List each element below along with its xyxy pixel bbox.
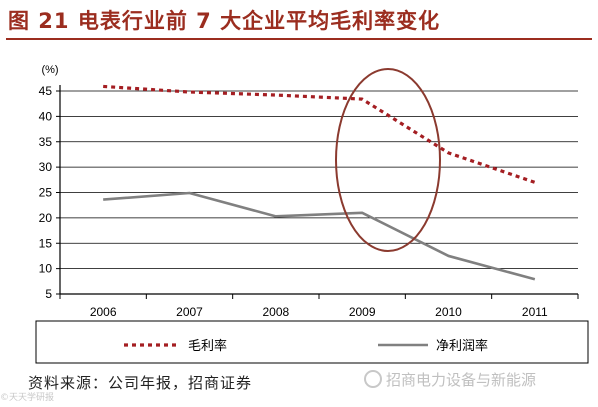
y-tick-label: 15 (39, 236, 53, 250)
y-tick-label: 25 (39, 186, 53, 200)
chart-title: 图 21 电表行业前 7 大企业平均毛利率变化 (6, 4, 592, 40)
highlight-ellipse (335, 68, 441, 252)
series-line-gross-margin (103, 84, 536, 184)
watermark-left: ©天天学研报 (0, 393, 55, 403)
x-tick-label: 2008 (262, 305, 289, 319)
y-tick-label: 40 (39, 109, 53, 123)
y-tick-label: 35 (39, 135, 53, 149)
y-tick-label: 45 (39, 84, 53, 98)
legend-label: 毛利率 (188, 338, 227, 354)
y-tick-label: 5 (45, 287, 52, 301)
x-tick-label: 2011 (522, 305, 548, 319)
legend-box (35, 320, 589, 364)
watermark-right-text: 招商电力设备与新能源 (386, 371, 537, 389)
x-tick-label: 2009 (349, 305, 376, 319)
y-tick-label: 20 (39, 211, 53, 225)
x-tick-label: 2006 (90, 305, 117, 319)
legend-label: 净利润率 (436, 338, 488, 354)
wechat-icon (364, 370, 382, 388)
y-axis-label: (%) (41, 64, 58, 76)
y-tick-label: 30 (39, 160, 53, 174)
y-tick-label: 10 (39, 262, 53, 276)
watermark-right: 招商电力设备与新能源 (364, 369, 536, 390)
source-note: 资料来源：公司年报，招商证券 (28, 374, 253, 392)
x-tick-label: 2010 (435, 305, 462, 319)
x-tick-label: 2007 (176, 305, 203, 319)
series-line-net-margin (103, 191, 536, 281)
